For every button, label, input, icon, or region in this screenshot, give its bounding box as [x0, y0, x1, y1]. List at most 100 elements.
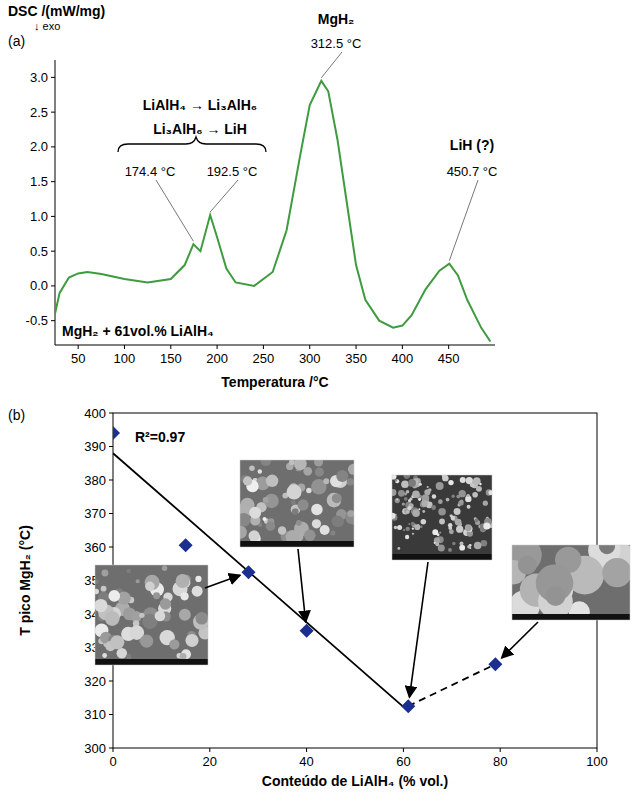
sem-particle: [451, 516, 456, 521]
sem-particle: [421, 519, 427, 525]
sem-particle: [195, 612, 208, 625]
y-axis-title: T pico MgH₂ (°C): [17, 525, 33, 636]
sem-particle: [136, 579, 140, 583]
annotation: LiH (?): [450, 137, 494, 153]
y-tick: [109, 480, 113, 481]
annotation: LiAlH₄ → Li₃AlH₆: [143, 97, 257, 113]
sem-particle: [240, 513, 251, 527]
y-tick-label: 0.5: [30, 244, 48, 259]
x-tick: [448, 345, 449, 349]
x-tick-label: 200: [206, 351, 228, 366]
sem-particle: [160, 598, 171, 609]
x-tick-label: 0: [109, 754, 116, 769]
sem-particle: [162, 565, 167, 570]
sem-particle: [420, 501, 427, 508]
panel-label: (b): [8, 407, 25, 423]
sem-particle: [336, 470, 348, 482]
data-point: [401, 699, 415, 713]
leader-line: [156, 180, 193, 241]
x-tick-label: 450: [438, 351, 460, 366]
sem-particle: [266, 475, 278, 487]
sem-particle: [412, 528, 414, 530]
annotation: MgH₂ + 61vol.% LiAlH₄: [62, 323, 214, 339]
sem-particle: [306, 488, 311, 493]
sem-particle: [395, 479, 397, 481]
sem-particle: [481, 540, 488, 547]
sem-image: [392, 475, 492, 560]
sem-particle: [127, 569, 131, 573]
y-tick: [51, 216, 55, 217]
sem-particle: [398, 490, 405, 497]
sem-particle: [431, 505, 436, 510]
sem-particle: [185, 634, 198, 647]
annotation: 174.4 °C: [125, 164, 176, 179]
sem-particle: [315, 467, 324, 476]
sem-particle: [397, 547, 400, 550]
sem-particle: [105, 611, 120, 626]
y-tick-label: 310: [84, 707, 106, 722]
y-tick-label: 0.0: [30, 278, 48, 293]
data-point: [488, 657, 502, 671]
sem-particle: [292, 508, 299, 515]
sem-particle: [460, 477, 466, 483]
panel-a: -0.50.00.51.01.52.02.53.0501001502002503…: [8, 3, 497, 390]
sem-particle: [427, 486, 429, 488]
sem-particle: [304, 529, 316, 541]
sem-particle: [428, 488, 432, 492]
x-tick: [500, 748, 501, 752]
sem-particle: [436, 482, 444, 490]
sem-particle: [392, 489, 396, 496]
inset-arrow: [298, 549, 306, 622]
annotation: 450.7 °C: [447, 164, 498, 179]
inset-border: [512, 545, 630, 620]
data-point: [113, 426, 120, 440]
sem-particle: [263, 497, 269, 503]
sem-particle: [243, 476, 252, 485]
sem-particle: [418, 508, 420, 510]
sem-particle: [459, 490, 466, 497]
sem-particle: [448, 526, 452, 530]
y-tick: [109, 513, 113, 514]
fit-line: [113, 453, 408, 711]
sem-particle: [401, 480, 409, 488]
y-tick-label: 300: [84, 741, 106, 756]
x-tick: [78, 345, 79, 349]
brace: [118, 137, 266, 152]
sem-particle: [278, 526, 286, 534]
sem-particle: [406, 490, 410, 494]
y-tick-label: 2.5: [30, 105, 48, 120]
x-tick-label: 300: [299, 351, 321, 366]
x-tick-label: 60: [396, 754, 410, 769]
sem-particle: [180, 592, 188, 600]
sem-particle: [294, 460, 307, 470]
sem-particle: [101, 570, 108, 577]
inset-border: [240, 460, 354, 547]
data-point: [300, 624, 314, 638]
x-tick-label: 80: [493, 754, 507, 769]
x-tick: [124, 345, 125, 349]
x-tick: [306, 748, 307, 752]
sem-particle: [266, 521, 276, 531]
y-tick: [51, 285, 55, 286]
sem-particle: [412, 490, 420, 498]
sem-particle: [599, 545, 615, 554]
sem-particle: [153, 592, 160, 599]
sem-particle: [145, 582, 155, 592]
x-tick-label: 150: [160, 351, 182, 366]
y-tick-label: -0.5: [26, 313, 48, 328]
sem-particle: [176, 574, 190, 588]
sem-particle: [155, 611, 166, 622]
x-tick: [217, 345, 218, 349]
y-tick: [109, 748, 113, 749]
sem-particle: [452, 542, 455, 545]
y-tick: [109, 547, 113, 548]
sem-particle: [483, 501, 488, 506]
sem-particle: [102, 653, 107, 658]
sem-particle: [474, 542, 482, 550]
annotation: 312.5 °C: [311, 36, 362, 51]
sem-particle: [403, 475, 410, 479]
sem-particle: [101, 586, 107, 592]
annotation: MgH₂: [318, 11, 355, 27]
inset-arrow: [205, 575, 240, 588]
x-tick-label: 100: [586, 754, 608, 769]
